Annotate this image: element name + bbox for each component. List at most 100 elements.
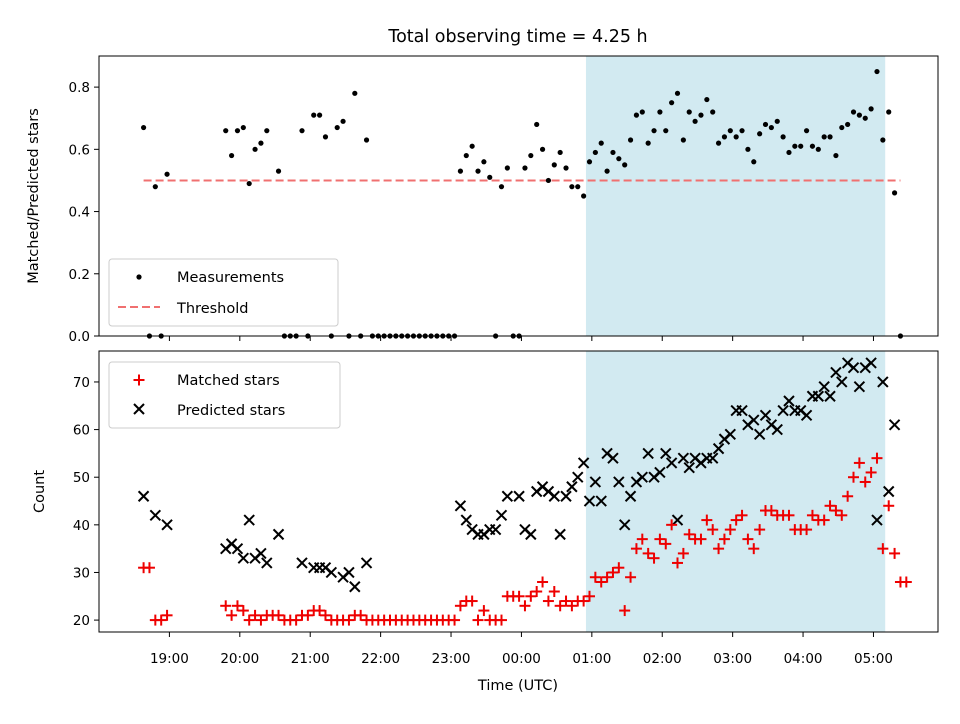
predicted-star-point [824, 390, 836, 402]
predicted-star-point [812, 390, 825, 402]
matched-star-point [677, 547, 689, 559]
measurement-point [252, 146, 258, 152]
matched-star-point [818, 514, 830, 526]
count-y-tick-label: 30 [73, 565, 90, 581]
matched-stars-points [138, 452, 912, 626]
measurement-point [498, 184, 505, 190]
time-x-tick-label: 22:00 [361, 651, 400, 667]
matched-star-point [343, 614, 355, 626]
matched-star-point [695, 533, 707, 545]
predicted-star-point [771, 423, 783, 436]
predicted-star-point [748, 414, 760, 426]
matched-star-point [525, 590, 537, 602]
measurement-point [475, 168, 481, 174]
measurement-point [586, 159, 593, 165]
measurement-point [604, 168, 610, 174]
measurement-point [563, 165, 569, 171]
chart-title: Total observing time = 4.25 h [387, 27, 647, 47]
predicted-star-point [818, 381, 830, 393]
ratio-panel: 0.00.20.40.60.8 Matched/Predicted stars … [26, 55, 939, 345]
matched-legend-label: Matched stars [177, 373, 280, 389]
measurement-point [264, 128, 270, 134]
matched-star-point [314, 605, 326, 617]
time-x-tick-label: 20:00 [220, 651, 259, 667]
measurement-point [223, 128, 229, 134]
matched-star-point [730, 514, 742, 526]
measurement-point [228, 152, 235, 159]
matched-star-point [220, 600, 232, 612]
measurement-point [815, 146, 821, 152]
predicted-star-point [671, 514, 684, 526]
matched-star-point [290, 614, 302, 626]
measurement-point [845, 121, 851, 128]
measurement-point [657, 109, 663, 115]
matched-star-point [871, 452, 883, 464]
matched-star-point [226, 609, 238, 621]
measurement-point [862, 115, 868, 121]
measurement-point [633, 112, 640, 118]
ratio-y-tick-label: 0.0 [69, 329, 90, 345]
predicted-star-point [525, 528, 537, 541]
predicted-star-point [736, 404, 748, 417]
predicted-star-point [577, 457, 590, 469]
predicted-star-point [261, 557, 273, 569]
predicted-star-point [595, 495, 607, 507]
predicted-star-point [636, 471, 649, 483]
matched-star-point [707, 524, 719, 536]
measurement-point [809, 143, 816, 149]
observing-window-top [585, 56, 886, 336]
predicted-star-point [460, 514, 472, 526]
matched-star-point [613, 562, 625, 574]
measurement-point [557, 149, 563, 156]
predicted-star-point [343, 566, 355, 579]
measurement-point [757, 131, 763, 137]
matched-star-point [701, 514, 713, 526]
predicted-stars-points [137, 357, 901, 593]
matched-star-point [560, 595, 572, 607]
measurement-point [457, 168, 464, 174]
measurement-point [363, 137, 370, 143]
matched-star-point [718, 533, 730, 545]
time-x-tick-label: 01:00 [572, 651, 611, 667]
time-x-tick-label: 05:00 [854, 651, 893, 667]
matched-star-point [519, 600, 531, 612]
predicted-star-point [272, 528, 285, 541]
predicted-star-point [853, 381, 866, 393]
measurement-point [140, 124, 147, 131]
matched-star-point [243, 614, 255, 626]
measurement-point [622, 162, 628, 168]
matched-star-point [449, 614, 461, 626]
predicted-star-point [847, 361, 860, 374]
measurement-point [692, 118, 698, 124]
predicted-star-point [883, 485, 895, 498]
matched-star-point [630, 543, 642, 555]
matched-star-point [319, 609, 331, 621]
count-y-tick-label: 50 [73, 470, 90, 486]
matched-star-point [683, 528, 695, 540]
measurement-point [727, 128, 733, 134]
measurement-point [469, 143, 475, 149]
ratio-x-ticks [168, 336, 874, 341]
measurement-point [651, 128, 657, 134]
time-x-tick-label: 03:00 [713, 651, 752, 667]
matched-star-point [607, 566, 619, 578]
measurement-points [140, 68, 904, 339]
measurement-point [246, 180, 252, 187]
count-y-tick-label: 60 [73, 423, 90, 439]
count-y-tick-label: 70 [73, 375, 90, 391]
measurement-point [234, 128, 241, 134]
measurement-point [686, 109, 692, 115]
measurement-point [598, 140, 604, 146]
measurement-point [821, 134, 827, 140]
measurement-point [792, 143, 798, 149]
measurement-point [592, 149, 598, 156]
predicted-star-point [677, 452, 690, 464]
matched-star-point [454, 600, 466, 612]
measurement-point [774, 118, 780, 124]
predicted-star-point [683, 461, 695, 474]
ratio-y-tick-label: 0.8 [69, 80, 90, 96]
matched-star-point [883, 500, 895, 512]
measurement-point [575, 184, 581, 190]
matched-star-point [273, 609, 285, 621]
measurement-point [240, 124, 246, 131]
